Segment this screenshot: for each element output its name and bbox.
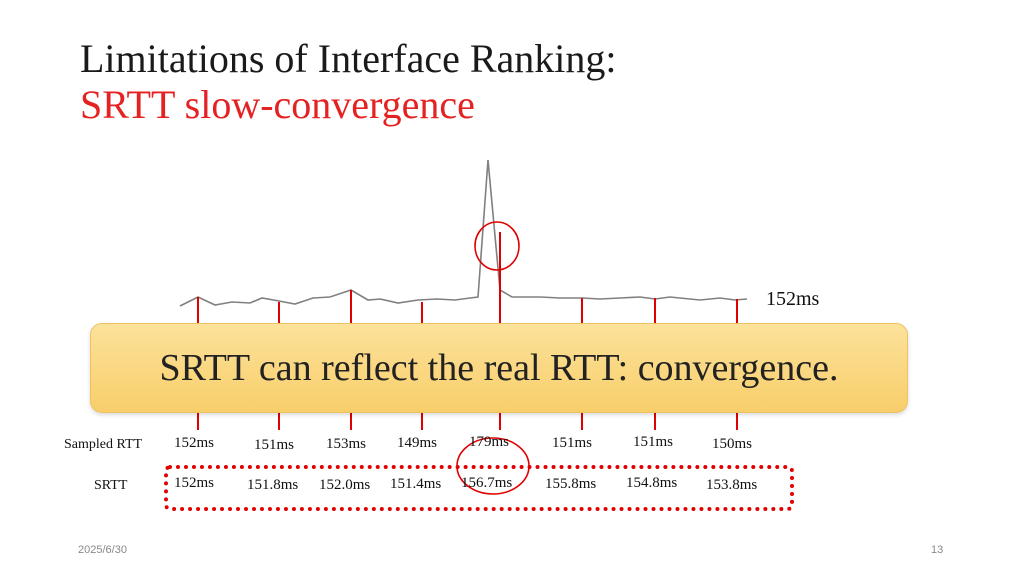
srtt-value: 154.8ms	[626, 475, 678, 491]
srtt-value: 151.4ms	[390, 476, 442, 492]
sampled-value: 152ms	[174, 435, 215, 451]
sampled-rtt-label: Sampled RTT	[64, 437, 143, 452]
sampled-value: 151ms	[633, 434, 674, 450]
srtt-label: SRTT	[94, 478, 128, 493]
srtt-value-spike: 156.7ms	[461, 475, 513, 491]
sampled-value: 151ms	[552, 435, 593, 451]
sampled-value: 149ms	[397, 435, 438, 451]
convergence-callout: SRTT can reflect the real RTT: convergen…	[90, 323, 908, 413]
srtt-value: 152.0ms	[319, 477, 371, 493]
rtt-trace-line	[179, 159, 748, 307]
slide-date: 2025/6/30	[78, 544, 127, 556]
sampled-value-spike: 179ms	[469, 434, 510, 450]
sampled-value: 150ms	[712, 436, 753, 452]
srtt-values-box	[164, 465, 794, 511]
page-number: 13	[931, 544, 944, 556]
title-line-2: SRTT slow-convergence	[80, 82, 475, 127]
callout-text: SRTT can reflect the real RTT: convergen…	[159, 347, 839, 389]
srtt-value: 155.8ms	[545, 476, 597, 492]
srtt-value: 151.8ms	[247, 477, 299, 493]
sampled-value: 153ms	[326, 436, 367, 452]
sampled-value: 151ms	[254, 437, 295, 453]
slide-title: Limitations of Interface Ranking: SRTT s…	[80, 36, 617, 128]
srtt-value: 153.8ms	[706, 477, 758, 493]
current-rtt-label: 152ms	[766, 288, 820, 310]
spike-highlight-circle	[474, 221, 520, 271]
srtt-value: 152ms	[174, 475, 215, 491]
title-line-1: Limitations of Interface Ranking:	[80, 36, 617, 81]
